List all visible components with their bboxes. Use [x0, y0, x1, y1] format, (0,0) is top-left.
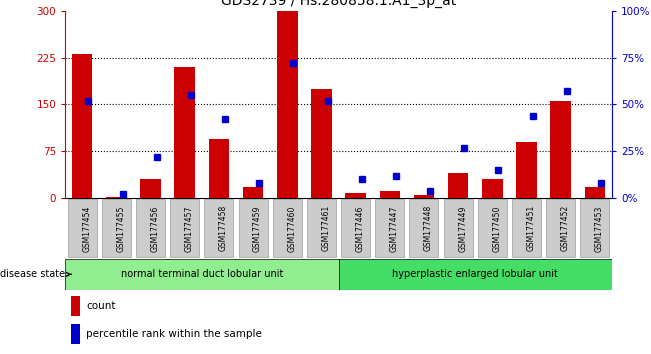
Text: hyperplastic enlarged lobular unit: hyperplastic enlarged lobular unit — [393, 269, 558, 279]
Text: GSM177451: GSM177451 — [527, 205, 536, 251]
Text: GSM177450: GSM177450 — [492, 205, 501, 252]
Text: count: count — [86, 301, 115, 311]
Text: GSM177448: GSM177448 — [424, 205, 433, 251]
FancyBboxPatch shape — [307, 199, 336, 257]
FancyBboxPatch shape — [65, 259, 339, 290]
Text: GSM177455: GSM177455 — [117, 205, 126, 252]
Bar — [243, 187, 263, 198]
Text: GSM177447: GSM177447 — [390, 205, 399, 252]
Text: GSM177459: GSM177459 — [253, 205, 262, 252]
FancyBboxPatch shape — [443, 199, 473, 257]
Bar — [550, 101, 571, 198]
Text: GSM177460: GSM177460 — [287, 205, 296, 252]
FancyBboxPatch shape — [512, 199, 541, 257]
Text: GSM177461: GSM177461 — [322, 205, 331, 251]
Bar — [174, 67, 195, 198]
Bar — [72, 55, 92, 198]
Bar — [70, 324, 81, 344]
FancyBboxPatch shape — [102, 199, 131, 257]
Text: GSM177452: GSM177452 — [561, 205, 570, 251]
FancyBboxPatch shape — [68, 199, 97, 257]
Bar — [482, 179, 503, 198]
Bar — [380, 191, 400, 198]
FancyBboxPatch shape — [478, 199, 507, 257]
Text: disease state: disease state — [0, 269, 71, 279]
FancyBboxPatch shape — [341, 199, 370, 257]
Bar — [208, 139, 229, 198]
FancyBboxPatch shape — [339, 259, 612, 290]
Text: normal terminal duct lobular unit: normal terminal duct lobular unit — [120, 269, 283, 279]
FancyBboxPatch shape — [546, 199, 575, 257]
Bar — [516, 142, 536, 198]
Bar — [413, 195, 434, 198]
Bar — [345, 193, 366, 198]
Bar — [140, 179, 161, 198]
FancyBboxPatch shape — [204, 199, 234, 257]
FancyBboxPatch shape — [409, 199, 439, 257]
Text: percentile rank within the sample: percentile rank within the sample — [86, 329, 262, 339]
Bar — [106, 197, 126, 198]
Text: GSM177453: GSM177453 — [595, 205, 604, 252]
FancyBboxPatch shape — [238, 199, 268, 257]
Title: GDS2739 / Hs.280858.1.A1_3p_at: GDS2739 / Hs.280858.1.A1_3p_at — [221, 0, 456, 8]
Text: GSM177457: GSM177457 — [185, 205, 194, 252]
FancyBboxPatch shape — [580, 199, 609, 257]
Text: GSM177449: GSM177449 — [458, 205, 467, 252]
Bar — [311, 89, 331, 198]
Text: GSM177446: GSM177446 — [355, 205, 365, 252]
Bar — [277, 11, 298, 198]
Bar — [585, 187, 605, 198]
Bar — [70, 296, 81, 316]
FancyBboxPatch shape — [375, 199, 404, 257]
FancyBboxPatch shape — [273, 199, 302, 257]
Bar — [448, 173, 468, 198]
Text: GSM177454: GSM177454 — [82, 205, 91, 252]
FancyBboxPatch shape — [136, 199, 165, 257]
Text: GSM177458: GSM177458 — [219, 205, 228, 251]
Text: GSM177456: GSM177456 — [150, 205, 159, 252]
FancyBboxPatch shape — [170, 199, 199, 257]
